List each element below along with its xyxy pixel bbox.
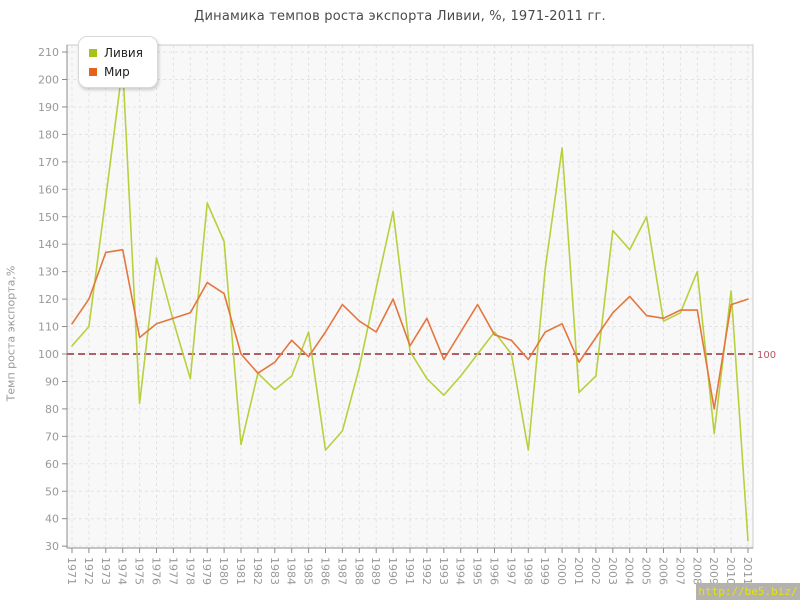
x-tick-label: 1985 [302,557,315,585]
x-tick-label: 1998 [521,557,534,585]
watermark-link: http://be5.biz/ [696,583,800,600]
x-tick-label: 2003 [606,557,619,585]
x-tick-label: 1992 [420,557,433,585]
y-tick-label: 160 [38,183,59,196]
x-tick-label: 2000 [555,557,568,585]
x-tick-label: 1996 [488,557,501,585]
x-tick-label: 1994 [454,557,467,585]
x-tick-label: 1986 [319,557,332,585]
legend-label-libya: Ливия [104,45,143,60]
x-tick-label: 1975 [133,557,146,585]
x-tick-label: 1997 [504,557,517,585]
x-tick-label: 2007 [673,557,686,585]
x-tick-label: 1981 [234,557,247,585]
y-tick-label: 170 [38,156,59,169]
y-tick-label: 50 [45,485,59,498]
x-tick-label: 2002 [589,557,602,585]
x-tick-label: 1980 [217,557,230,585]
x-tick-label: 1987 [335,557,348,585]
legend-item-libya: Ливия [89,43,143,62]
y-tick-label: 60 [45,458,59,471]
x-tick-label: 2004 [623,557,636,585]
y-tick-label: 190 [38,101,59,114]
x-tick-label: 1978 [183,557,196,585]
x-tick-label: 1977 [166,557,179,585]
x-tick-label: 1984 [285,557,298,585]
chart-title: Динамика темпов роста экспорта Ливии, %,… [194,9,606,24]
x-tick-label: 2006 [657,557,670,585]
y-tick-label: 200 [38,74,59,87]
y-tick-label: 120 [38,293,59,306]
libya-series-line [71,65,749,542]
legend-box: Ливия Мир [78,36,158,88]
legend-item-world: Мир [89,62,143,81]
y-axis-title: Темп роста экспорта,% [4,265,18,402]
world-series-line [71,248,749,410]
y-tick-label: 90 [45,375,59,388]
world-series-swatch [89,67,97,76]
y-tick-label: 100 [38,348,59,361]
x-tick-label: 1974 [116,557,129,585]
x-tick-label: 1999 [538,557,551,585]
x-tick-label: 2008 [690,557,703,585]
x-tick-label: 2010 [724,557,737,585]
y-tick-label: 80 [45,403,59,416]
x-tick-label: 1993 [437,557,450,585]
y-tick-label: 210 [38,46,59,59]
x-tick-label: 2009 [707,557,720,585]
reference-line-label: 100 [757,350,776,361]
x-tick-label: 1972 [82,557,95,585]
x-tick-label: 1995 [471,557,484,585]
x-tick-label: 1990 [386,557,399,585]
x-tick-label: 1989 [369,557,382,585]
x-tick-label: 1971 [65,557,78,585]
x-tick-label: 2011 [741,557,754,585]
x-tick-label: 1988 [352,557,365,585]
x-tick-label: 1973 [99,557,112,585]
libya-series-swatch [89,48,97,57]
x-tick-label: 1982 [251,557,264,585]
y-tick-label: 40 [45,513,59,526]
y-tick-label: 150 [38,211,59,224]
x-tick-label: 1979 [200,557,213,585]
y-tick-label: 140 [38,238,59,251]
y-tick-label: 180 [38,128,59,141]
y-tick-label: 110 [38,321,59,334]
legend-label-world: Мир [104,64,130,79]
y-tick-label: 70 [45,430,59,443]
y-tick-label: 30 [45,540,59,553]
x-tick-label: 1991 [403,557,416,585]
x-tick-label: 2005 [640,557,653,585]
x-tick-label: 2001 [572,557,585,585]
y-tick-label: 130 [38,266,59,279]
x-tick-label: 1976 [150,557,163,585]
x-tick-label: 1983 [268,557,281,585]
